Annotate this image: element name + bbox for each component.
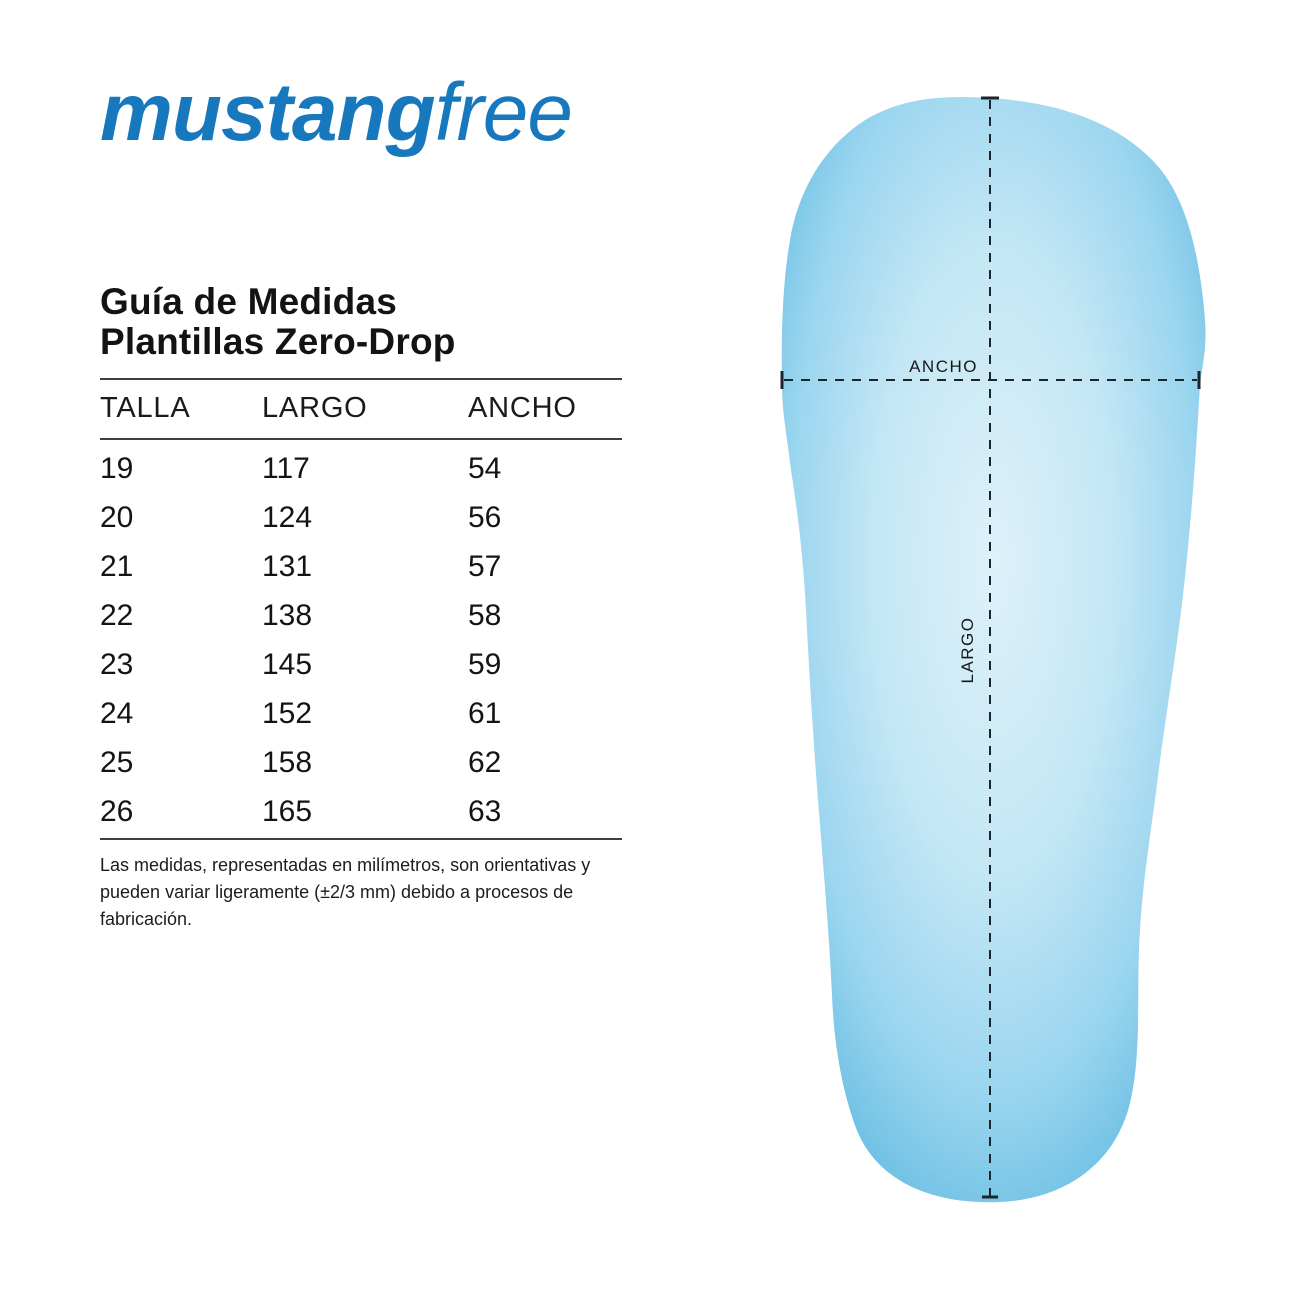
measurements-disclaimer: Las medidas, representadas en milímetros… xyxy=(100,852,622,933)
table-row: 21 131 57 xyxy=(100,542,622,591)
cell-talla: 22 xyxy=(100,598,134,632)
cell-largo: 152 xyxy=(262,696,313,730)
cell-largo: 158 xyxy=(262,745,313,779)
table-row: 23 145 59 xyxy=(100,640,622,689)
table-row: 19 117 54 xyxy=(100,444,622,493)
page-title-line2: Plantillas Zero-Drop xyxy=(100,321,456,362)
cell-ancho: 54 xyxy=(468,451,502,485)
disclaimer-line2: pueden variar ligeramente (±2/3 mm) debi… xyxy=(100,882,574,929)
page-title: Guía de Medidas Plantillas Zero-Drop xyxy=(100,282,622,362)
cell-largo: 138 xyxy=(262,598,313,632)
table-row: 20 124 56 xyxy=(100,493,622,542)
cell-talla: 19 xyxy=(100,451,134,485)
table-row: 22 138 58 xyxy=(100,591,622,640)
cell-ancho: 61 xyxy=(468,696,502,730)
insole-shape xyxy=(781,97,1206,1203)
cell-talla: 21 xyxy=(100,549,134,583)
cell-largo: 145 xyxy=(262,647,313,681)
column-header-ancho: ANCHO xyxy=(468,392,577,424)
cell-ancho: 56 xyxy=(468,500,502,534)
cell-largo: 117 xyxy=(262,451,310,485)
page-title-line1: Guía de Medidas xyxy=(100,281,398,322)
largo-label: LARGO xyxy=(958,616,977,683)
ancho-label: ANCHO xyxy=(909,357,978,376)
brand-logo-mustang: mustang xyxy=(100,67,436,158)
cell-largo: 124 xyxy=(262,500,313,534)
disclaimer-line1: Las medidas, representadas en milímetros… xyxy=(100,855,591,875)
cell-ancho: 57 xyxy=(468,549,502,583)
column-header-talla: TALLA xyxy=(100,392,191,424)
cell-talla: 25 xyxy=(100,745,134,779)
table-row: 25 158 62 xyxy=(100,738,622,787)
column-header-largo: LARGO xyxy=(262,392,368,424)
cell-ancho: 62 xyxy=(468,745,502,779)
cell-ancho: 58 xyxy=(468,598,502,632)
cell-talla: 26 xyxy=(100,794,134,828)
table-header-row: TALLA LARGO ANCHO xyxy=(100,378,622,440)
size-guide-panel: Guía de Medidas Plantillas Zero-Drop TAL… xyxy=(100,282,622,933)
cell-talla: 23 xyxy=(100,647,134,681)
brand-logo-free: free xyxy=(434,67,573,158)
cell-largo: 131 xyxy=(262,549,313,583)
brand-logo: mustangfree xyxy=(100,72,573,154)
cell-talla: 20 xyxy=(100,500,134,534)
cell-talla: 24 xyxy=(100,696,134,730)
cell-ancho: 63 xyxy=(468,794,502,828)
cell-largo: 165 xyxy=(262,794,313,828)
table-row: 24 152 61 xyxy=(100,689,622,738)
table-row: 26 165 63 xyxy=(100,787,622,836)
table-body: 19 117 54 20 124 56 21 131 57 22 138 58 … xyxy=(100,440,622,840)
cell-ancho: 59 xyxy=(468,647,502,681)
